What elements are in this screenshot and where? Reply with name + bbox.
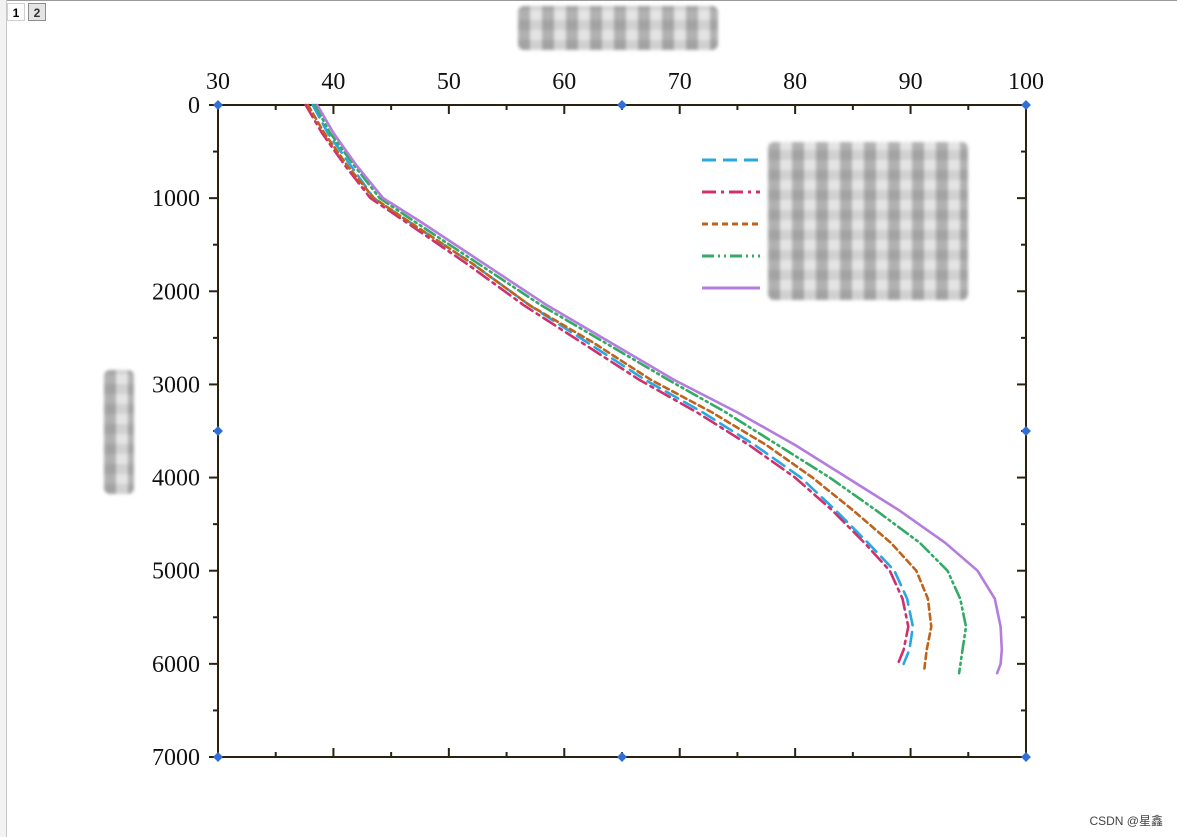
series-line-2 — [304, 103, 910, 666]
resize-handle[interactable] — [213, 426, 223, 436]
selection-handles[interactable] — [213, 100, 1031, 762]
window-top-border — [0, 0, 1177, 1]
y-tick-label: 5000 — [152, 559, 200, 585]
series-line-3 — [306, 103, 933, 670]
x-tick-label: 60 — [552, 69, 576, 95]
resize-handle[interactable] — [213, 752, 223, 762]
x-tick-label: 70 — [668, 69, 692, 95]
obscured-legend-labels — [768, 142, 968, 300]
y-tick-label: 0 — [188, 93, 200, 119]
x-axis: 30 40 50 60 70 80 90 100 — [206, 69, 1044, 757]
resize-handle[interactable] — [1021, 426, 1031, 436]
x-tick-label: 50 — [437, 69, 461, 95]
page-tab-bar: 1 2 — [7, 3, 46, 21]
y-axis: 0 1000 2000 3000 4000 5000 6000 7000 — [152, 93, 1026, 771]
x-tick-label: 40 — [321, 69, 345, 95]
series-line-5 — [315, 103, 1004, 675]
y-tick-label: 2000 — [152, 279, 200, 305]
resize-handle[interactable] — [617, 752, 627, 762]
resize-handle[interactable] — [213, 100, 223, 110]
series-line-1 — [311, 103, 915, 666]
y-tick-label: 3000 — [152, 372, 200, 398]
x-tick-label: 30 — [206, 69, 230, 95]
x-tick-label: 90 — [899, 69, 923, 95]
y-tick-label: 7000 — [152, 745, 200, 771]
y-tick-label: 6000 — [152, 652, 200, 678]
series-lines — [304, 103, 1004, 675]
resize-handle[interactable] — [617, 100, 627, 110]
legend — [702, 158, 760, 290]
watermark-text: CSDN @星鑫 — [1089, 814, 1163, 828]
series-line-4 — [313, 103, 968, 675]
resize-handle[interactable] — [1021, 752, 1031, 762]
resize-handle[interactable] — [1021, 100, 1031, 110]
x-tick-label: 100 — [1008, 69, 1044, 95]
page-tab-2[interactable]: 2 — [28, 3, 46, 21]
y-tick-label: 1000 — [152, 186, 200, 212]
obscured-chart-title — [518, 6, 718, 50]
y-tick-label: 4000 — [152, 466, 200, 492]
obscured-y-axis-label — [104, 370, 134, 494]
page-tab-1[interactable]: 1 — [7, 3, 25, 21]
x-tick-label: 80 — [783, 69, 807, 95]
left-scroll-gutter[interactable] — [0, 0, 7, 837]
